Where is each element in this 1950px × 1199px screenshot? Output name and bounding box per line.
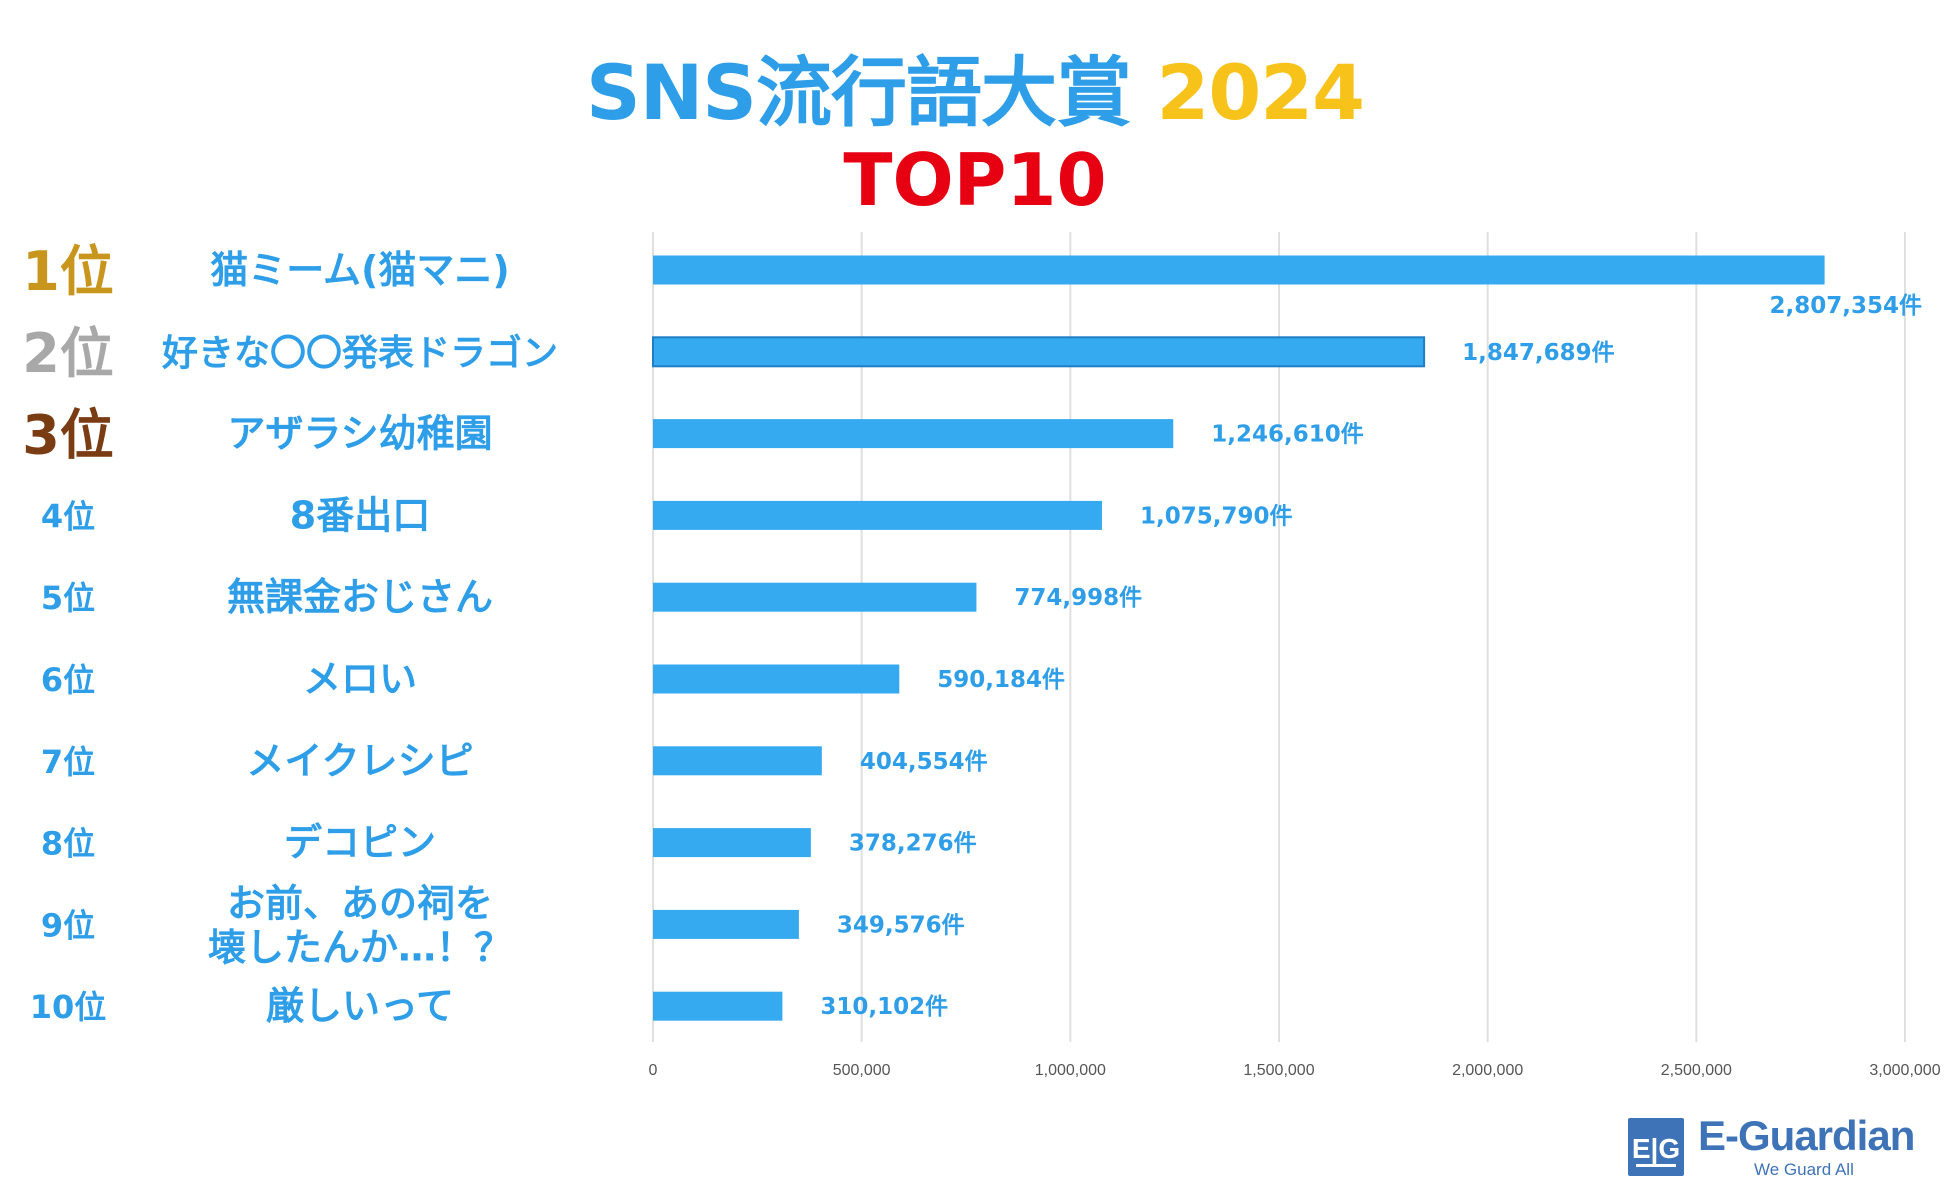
rank-label: 2位 <box>22 322 114 385</box>
chart-title-main: SNS流行語大賞 <box>585 48 1132 137</box>
bar <box>653 746 822 776</box>
category-label: デコピン <box>284 821 436 865</box>
data-label: 774,998件 <box>1014 585 1142 611</box>
bar <box>653 419 1174 449</box>
category-label: お前、あの祠を <box>227 881 493 925</box>
bar <box>653 991 783 1021</box>
data-label: 1,246,610件 <box>1211 422 1364 448</box>
rank-label: 7位 <box>41 743 95 781</box>
data-label: 378,276件 <box>849 831 977 857</box>
category-label: メイクレシピ <box>246 739 473 783</box>
chart-title-year: 2024 <box>1156 48 1366 137</box>
rank-label: 8位 <box>41 825 95 863</box>
x-tick-label: 1,000,000 <box>1035 1062 1106 1079</box>
x-tick-label: 3,000,000 <box>1869 1062 1940 1079</box>
data-label: 1,075,790件 <box>1140 503 1293 529</box>
rank-label: 9位 <box>41 906 95 944</box>
category-label: 無課金おじさん <box>227 575 493 619</box>
x-tick-label: 0 <box>649 1062 658 1079</box>
bar <box>653 582 977 612</box>
rank-label: 1位 <box>22 240 114 303</box>
bar <box>653 255 1825 285</box>
chart-title: SNS流行語大賞 2024 <box>0 48 1950 138</box>
rank-label: 4位 <box>41 497 95 535</box>
category-label: メロい <box>303 657 417 701</box>
rank-label: 3位 <box>22 404 114 467</box>
svg-text:E|G: E|G <box>1632 1133 1680 1164</box>
logo-mark-icon: E|G <box>1628 1118 1684 1176</box>
x-tick-label: 500,000 <box>833 1062 891 1079</box>
data-label: 2,807,354件 <box>1770 293 1923 319</box>
x-tick-label: 1,500,000 <box>1243 1062 1314 1079</box>
data-label: 404,554件 <box>860 749 988 775</box>
rank-label: 6位 <box>41 661 95 699</box>
category-label: 猫ミーム(猫マニ) <box>210 248 510 292</box>
e-guardian-logo: E|G E-Guardian We Guard All <box>1628 1112 1928 1182</box>
bar <box>653 500 1102 530</box>
bar <box>653 664 900 694</box>
category-label: 厳しいって <box>266 984 454 1028</box>
logo-tagline: We Guard All <box>1754 1160 1854 1179</box>
data-label: 349,576件 <box>837 912 965 938</box>
bar <box>652 336 1426 368</box>
category-label: 8番出口 <box>290 493 430 537</box>
data-label: 1,847,689件 <box>1462 340 1615 366</box>
category-label: アザラシ幼稚園 <box>227 412 492 456</box>
rank-label: 10位 <box>30 988 107 1026</box>
category-label: 壊したんか…！？ <box>208 925 512 969</box>
bar <box>653 909 799 939</box>
rank-label: 5位 <box>41 579 95 617</box>
x-tick-label: 2,500,000 <box>1661 1062 1732 1079</box>
category-label: 好きな〇〇発表ドラゴン <box>161 332 558 374</box>
data-label: 590,184件 <box>937 667 1065 693</box>
data-label: 310,102件 <box>820 994 948 1020</box>
chart-subtitle: TOP10 <box>843 138 1107 222</box>
logo-name: E-Guardian <box>1698 1112 1915 1159</box>
bar <box>653 828 811 858</box>
x-tick-label: 2,000,000 <box>1452 1062 1523 1079</box>
